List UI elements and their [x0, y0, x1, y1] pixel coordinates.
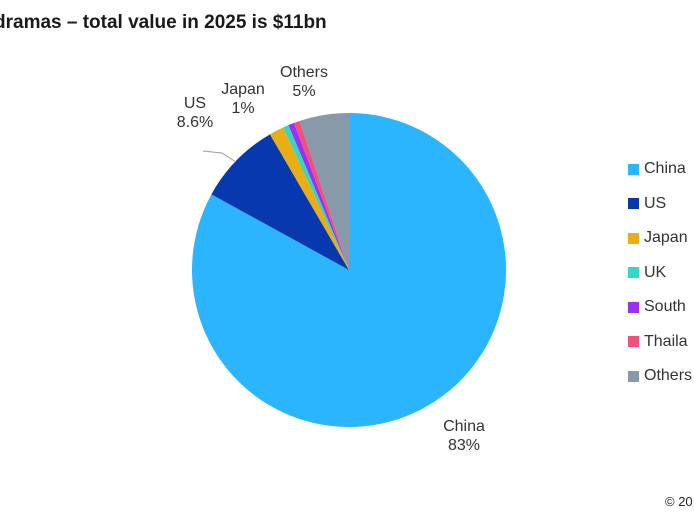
legend-item-us: US [628, 187, 692, 222]
legend-item-china: China [628, 152, 692, 187]
slice-label-others: Others 5% [280, 63, 328, 101]
legend-swatch-uk [628, 267, 639, 279]
slice-label-us: US 8.6% [177, 94, 213, 132]
slice-label-us-value: 8.6% [176, 114, 214, 131]
us-leader-line [202, 150, 237, 163]
pie-slice-thaila [293, 120, 349, 271]
legend-label-china: China [644, 160, 686, 178]
pie-slice-japan [269, 127, 349, 271]
slice-label-japan-name: Japan [221, 81, 265, 98]
slice-label-china: China 83% [443, 417, 485, 455]
legend-swatch-others [628, 370, 639, 382]
pie-slice-us [211, 134, 349, 270]
pie-slice-china [191, 113, 506, 427]
slice-label-japan: Japan 1% [221, 80, 265, 118]
chart-title: dramas – total value in 2025 is $11bn [0, 12, 327, 33]
legend-label-south: South [644, 298, 686, 316]
slice-label-china-name: China [443, 418, 485, 435]
copyright-text: © 20 [665, 494, 693, 509]
legend: China US Japan UK South Thaila Others [628, 152, 692, 394]
legend-item-japan: Japan [628, 221, 692, 256]
legend-swatch-china [628, 163, 639, 175]
legend-item-others: Others [628, 359, 692, 394]
legend-item-thaila: Thaila [628, 325, 692, 360]
legend-label-thaila: Thaila [644, 332, 688, 350]
legend-item-uk: UK [628, 256, 692, 291]
legend-label-us: US [644, 194, 667, 212]
pie-slice-uk [283, 125, 349, 270]
legend-swatch-us [628, 198, 639, 210]
pie-slice-south [288, 122, 349, 271]
slice-label-us-name: US [183, 95, 207, 112]
legend-label-others: Others [644, 367, 693, 385]
legend-label-uk: UK [644, 263, 667, 281]
legend-swatch-south [628, 301, 639, 313]
slice-label-china-value: 83% [447, 437, 481, 454]
slice-label-others-value: 5% [292, 83, 316, 100]
slice-label-others-name: Others [279, 64, 329, 81]
legend-label-japan: Japan [644, 229, 688, 247]
pie-slice-others [299, 113, 349, 270]
legend-swatch-japan [628, 232, 639, 244]
legend-item-south: South [628, 290, 692, 325]
legend-swatch-thaila [628, 336, 639, 348]
slice-label-japan-value: 1% [231, 100, 255, 117]
